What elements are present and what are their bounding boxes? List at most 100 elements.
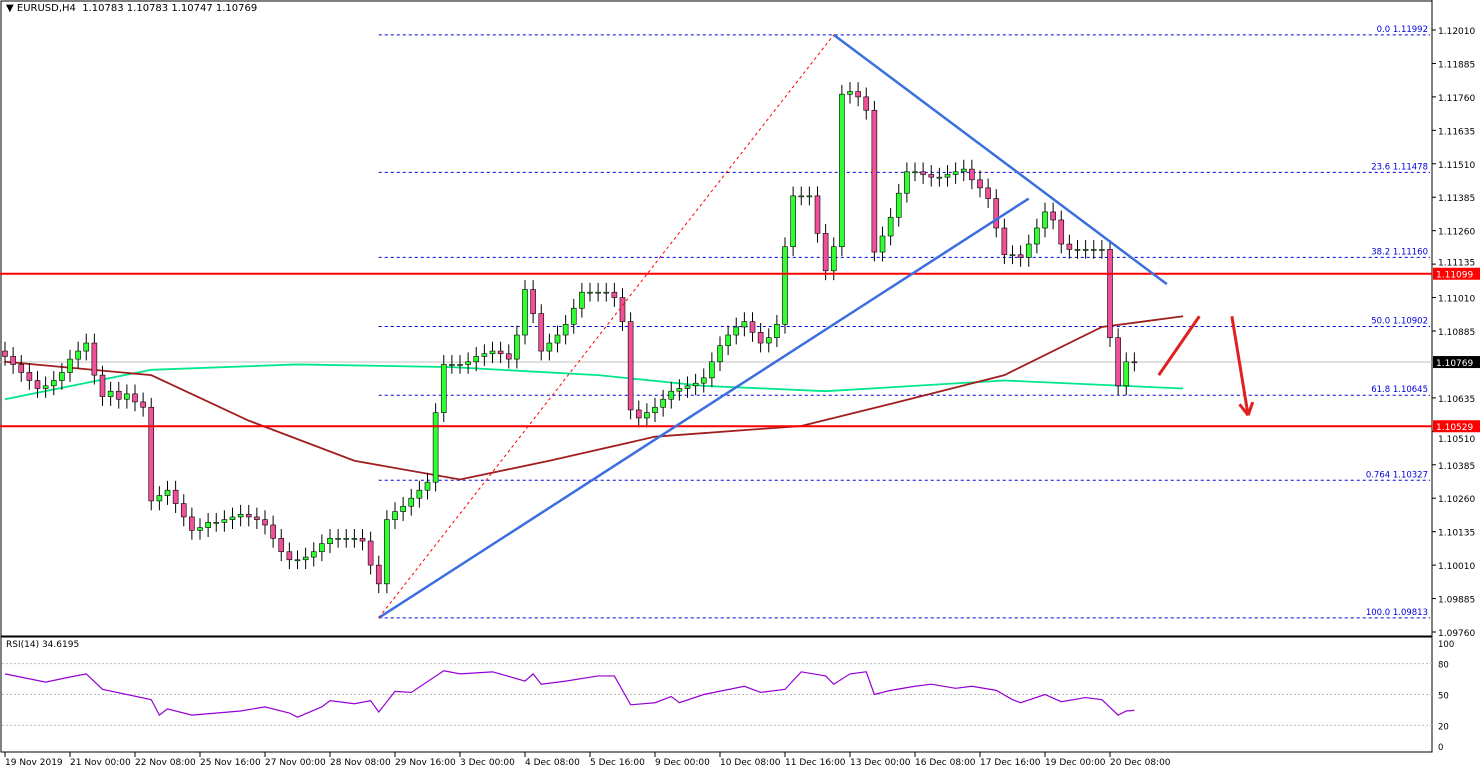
main-pane-frame	[0, 0, 1433, 637]
bull-candle	[42, 385, 49, 389]
collapse-triangle-icon[interactable]: ▼	[6, 3, 14, 14]
time-tick-label: 17 Dec 16:00	[980, 758, 1041, 768]
bear-candle	[619, 297, 626, 322]
bull-candle	[830, 246, 837, 272]
time-tick-label: 11 Dec 16:00	[785, 758, 846, 768]
price-tick-label: 1.09885	[1438, 596, 1475, 606]
bull-candle	[440, 364, 447, 413]
rsi-tick-label: 100	[1438, 640, 1454, 650]
price-tick-label: 1.11385	[1438, 194, 1475, 204]
bull-candle	[774, 324, 780, 338]
time-tick-label: 10 Dec 08:00	[720, 758, 781, 768]
bear-candle	[286, 551, 293, 561]
bear-candle	[822, 233, 829, 272]
forecast-arrow-line	[1157, 315, 1201, 376]
bear-candle	[18, 364, 25, 373]
bear-candle	[538, 313, 545, 352]
bull-candle	[684, 385, 691, 389]
bull-candle	[676, 388, 683, 392]
bull-candle	[465, 361, 471, 365]
rsi-tick-label: 50	[1438, 692, 1449, 702]
fib-level-label: 0.764 1.10327	[1366, 470, 1428, 480]
bull-candle	[310, 551, 317, 558]
price-tick-label: 1.10010	[1438, 562, 1475, 572]
time-tick-label: 29 Nov 16:00	[395, 758, 456, 768]
moving-average-fast	[4, 363, 1184, 401]
bear-candle	[26, 372, 33, 381]
bull-candle	[83, 342, 90, 352]
price-tick-label: 1.11885	[1438, 60, 1475, 70]
price-tick-label: 1.11510	[1438, 161, 1475, 171]
bull-candle	[351, 538, 358, 540]
fib-level-label: 50.0 1.10902	[1371, 316, 1428, 326]
bull-candle	[790, 195, 796, 248]
bear-candle	[2, 350, 8, 357]
bear-candle	[140, 401, 146, 408]
bear-candle	[189, 516, 195, 531]
time-tick-label: 13 Dec 00:00	[850, 758, 911, 768]
bull-candle	[603, 291, 610, 294]
bull-candle	[1090, 249, 1097, 251]
chart-header: ▼ EURUSD,H4 1.10783 1.10783 1.10747 1.10…	[6, 3, 257, 14]
bull-candle	[327, 538, 333, 545]
time-tick-label: 3 Dec 00:00	[460, 758, 515, 768]
time-tick-label: 22 Nov 08:00	[135, 758, 196, 768]
bull-candle	[1042, 211, 1048, 229]
bear-candle	[278, 538, 285, 553]
time-tick-label: 19 Dec 00:00	[1045, 758, 1106, 768]
rsi-tick-label: 0	[1438, 743, 1443, 753]
bull-candle	[489, 350, 496, 355]
bull-candle	[302, 556, 309, 561]
bear-candle	[635, 409, 642, 419]
bull-candle	[644, 412, 650, 419]
bull-candle	[457, 364, 463, 366]
bull-candle	[197, 527, 203, 531]
price-tick-label: 1.11260	[1438, 228, 1475, 238]
bear-candle	[871, 109, 878, 253]
bear-candle	[254, 516, 260, 520]
bear-candle	[497, 350, 504, 355]
time-tick-label: 20 Dec 08:00	[1110, 758, 1171, 768]
fib-level-label: 61.8 1.10645	[1371, 385, 1428, 395]
price-tick-label: 1.09760	[1438, 629, 1475, 639]
bull-candle	[554, 334, 561, 344]
bear-candle	[375, 564, 382, 585]
bear-candle	[855, 91, 861, 98]
price-tick-label: 1.12010	[1438, 27, 1475, 37]
bull-candle	[1123, 361, 1130, 387]
symbol-label: EURUSD,H4	[16, 3, 76, 14]
bull-candle	[879, 235, 886, 253]
bear-candle	[34, 380, 41, 389]
bull-candle	[587, 291, 593, 294]
bull-candle	[1034, 227, 1040, 245]
price-tick-label: 1.10885	[1438, 328, 1475, 338]
bull-candle	[67, 358, 73, 373]
bull-candle	[237, 513, 244, 518]
price-tick-label: 1.10385	[1438, 462, 1475, 472]
bull-candle	[546, 342, 553, 352]
time-tick-label: 25 Nov 16:00	[200, 758, 261, 768]
bull-candle	[936, 176, 943, 179]
bull-candle	[416, 489, 423, 499]
bull-candle	[335, 538, 341, 540]
bull-candle	[595, 291, 601, 294]
bull-candle	[343, 538, 350, 540]
time-tick-label: 16 Dec 08:00	[915, 758, 976, 768]
time-tick-label: 4 Dec 08:00	[525, 758, 580, 768]
bear-candle	[262, 519, 268, 526]
bull-candle	[107, 390, 114, 397]
bear-candle	[270, 524, 276, 539]
bull-candle	[514, 334, 520, 360]
bear-candle	[1107, 249, 1113, 338]
bull-candle	[668, 390, 675, 400]
bull-candle	[944, 174, 951, 178]
bear-candle	[359, 538, 366, 542]
bull-candle	[1009, 254, 1016, 257]
bull-candle	[156, 495, 163, 502]
bull-candle	[75, 350, 81, 360]
fib-level-label: 38.2 1.11160	[1371, 247, 1428, 257]
bull-candle	[847, 91, 853, 95]
bull-candle	[960, 168, 967, 173]
bear-candle	[920, 171, 926, 175]
